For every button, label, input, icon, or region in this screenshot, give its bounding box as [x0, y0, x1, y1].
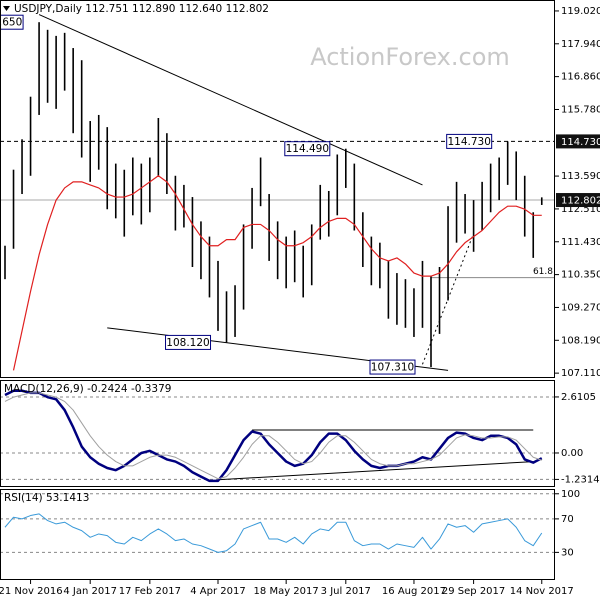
y-tick-label: 112.510: [561, 204, 600, 215]
fib-label: 61.8: [533, 267, 553, 277]
annotation-label: 114.730: [447, 136, 490, 148]
annotation-label: 114.490: [286, 143, 329, 155]
menu-icon: [3, 6, 10, 11]
price-level-label: 114.730: [561, 137, 600, 148]
y-tick-label: 100: [561, 489, 580, 500]
y-tick-label: 109.270: [561, 302, 600, 313]
y-tick-label: -1.2314: [561, 474, 600, 485]
series-line: [4, 392, 542, 480]
y-tick-label: 119.020: [561, 6, 600, 17]
trendline: [217, 461, 534, 481]
series-line: [12, 175, 542, 371]
y-tick-label: 0.00: [561, 448, 583, 459]
y-tick-label: 70: [561, 514, 574, 525]
annotation-label: 108.120: [166, 337, 209, 349]
x-tick-label: 4 Apr 2017: [190, 586, 245, 597]
price-level-box: [556, 193, 600, 208]
y-tick-label: 108.190: [561, 335, 600, 346]
series-line: [4, 389, 543, 483]
x-tick-label: 17 Feb 2017: [119, 586, 181, 597]
annotation-box: [369, 359, 416, 375]
annotation-label: 118.650: [0, 17, 22, 29]
y-tick-label: 116.860: [561, 72, 600, 83]
panel-title: RSI(14) 53.1413: [4, 492, 89, 504]
x-tick-label: 4 Jan 2017: [63, 586, 117, 597]
y-tick-label: 115.780: [561, 104, 600, 115]
x-tick-label: 29 Sep 2017: [442, 586, 505, 597]
panel-border: [0, 0, 555, 378]
y-tick-label: 111.430: [561, 237, 600, 248]
panel-title: USDJPY,Daily 112.751 112.890 112.640 112…: [14, 3, 269, 15]
y-tick-label: 113.590: [561, 171, 600, 182]
series-line: [4, 513, 543, 553]
watermark: ActionForex.com: [310, 43, 510, 71]
annotation-label: 107.310: [371, 362, 414, 374]
panel-border: [0, 489, 555, 580]
x-tick-label: 16 Aug 2017: [382, 586, 446, 597]
annotation-box: [284, 141, 331, 157]
annotation-box: [165, 334, 212, 350]
x-tick-label: 21 Nov 2016: [0, 586, 63, 597]
x-tick-label: 14 Nov 2017: [510, 586, 574, 597]
x-tick-label: 18 May 2017: [254, 586, 319, 597]
annotation-box: [446, 133, 493, 149]
y-tick-label: 107.110: [561, 368, 600, 379]
y-tick-label: 2.6105: [561, 392, 596, 403]
price-level-label: 112.802: [561, 196, 600, 207]
panel-title: MACD(12,26,9) -0.2424 -0.3379: [4, 383, 171, 395]
y-tick-label: 117.940: [561, 39, 600, 50]
trendline: [38, 14, 423, 186]
panel-border: [0, 380, 555, 487]
x-tick-label: 3 Jul 2017: [321, 586, 371, 597]
y-tick-label: 30: [561, 547, 574, 558]
price-level-box: [556, 134, 600, 149]
y-tick-label: 110.350: [561, 270, 600, 281]
